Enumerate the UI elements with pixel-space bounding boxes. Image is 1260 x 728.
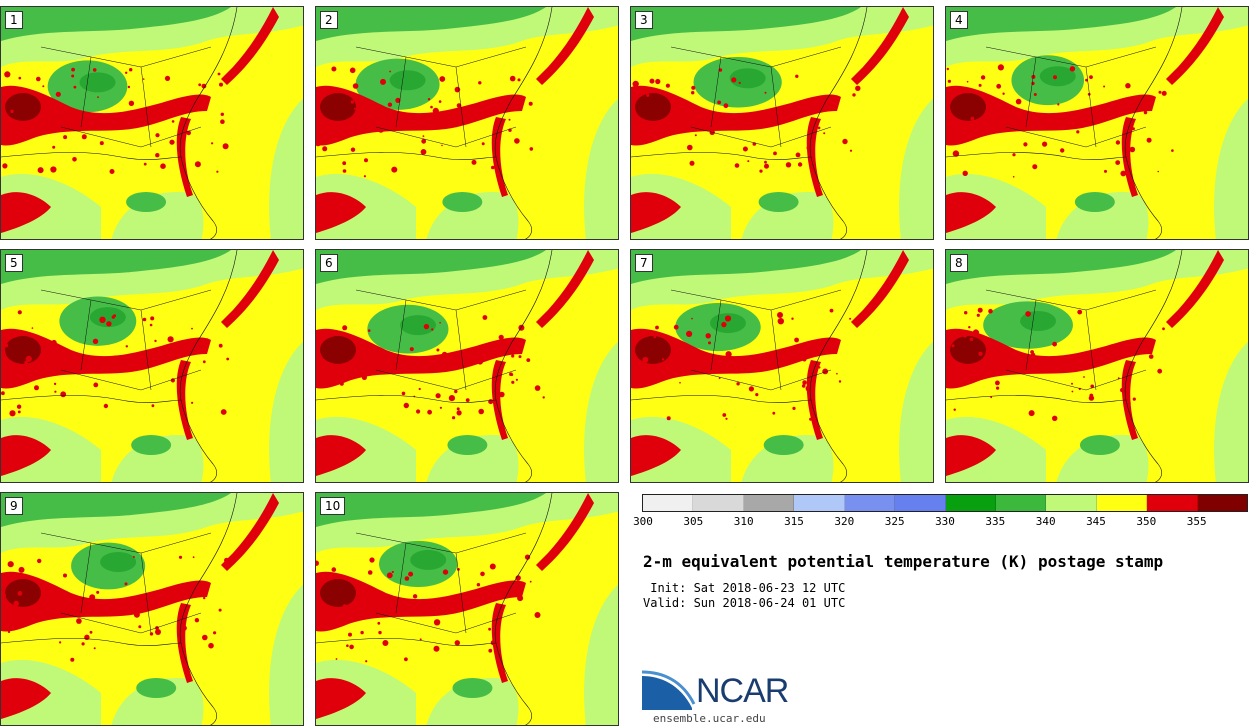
colorbar: 300 305 310 315 320 325 330 335 340 345 350 355	[633, 494, 1248, 534]
member-label: 3	[635, 11, 653, 29]
member-label: 6	[320, 254, 338, 272]
colorbar-tick-label: 300	[633, 515, 653, 528]
colorbar-swatch	[945, 495, 996, 511]
stamp-panel-6: 6	[315, 249, 619, 483]
stamp-panel-9: 9	[0, 492, 304, 726]
thetae-map	[631, 250, 933, 482]
colorbar-tick-label: 325	[884, 515, 905, 528]
thetae-map	[631, 7, 933, 239]
colorbar-swatch	[844, 495, 896, 511]
member-label: 7	[635, 254, 653, 272]
colorbar-swatch	[743, 495, 795, 511]
thetae-map	[316, 493, 618, 725]
colorbar-tick-label: 355	[1186, 515, 1207, 528]
thetae-map	[946, 7, 1248, 239]
colorbar-swatch	[895, 495, 946, 511]
stamp-panel-4: 4	[945, 6, 1249, 240]
colorbar-swatch	[1046, 495, 1097, 511]
stamp-panel-7: 7	[630, 249, 934, 483]
colorbar-tick-label: 345	[1086, 515, 1106, 528]
website-link[interactable]: ensemble.ucar.edu	[653, 712, 766, 725]
colorbar-swatch	[643, 495, 694, 511]
member-label: 2	[320, 11, 338, 29]
colorbar-tick-label: 320	[834, 515, 855, 528]
ncar-logo-text: NCAR	[696, 672, 789, 710]
stamp-panel-5: 5	[0, 249, 304, 483]
member-label: 5	[5, 254, 23, 272]
stamp-panel-2: 2	[315, 6, 619, 240]
init-time: Init: Sat 2018-06-23 12 UTC	[643, 581, 846, 595]
stamp-panel-1: 1	[0, 6, 304, 240]
colorbar-tick-label: 335	[985, 515, 1006, 528]
member-label: 9	[5, 497, 23, 515]
stamp-panel-10: 10	[315, 492, 619, 726]
ncar-swoosh-icon	[641, 670, 696, 710]
plot-title: 2-m equivalent potential temperature (K)…	[643, 552, 1164, 571]
colorbar-tick-label: 340	[1035, 515, 1056, 528]
thetae-map	[946, 250, 1248, 482]
colorbar-swatch	[693, 495, 744, 511]
colorbar-swatch	[1147, 495, 1198, 511]
colorbar-boxes	[642, 494, 1248, 512]
colorbar-tick-label: 310	[733, 515, 754, 528]
valid-time: Valid: Sun 2018-06-24 01 UTC	[643, 596, 846, 610]
thetae-map	[316, 250, 618, 482]
thetae-map	[1, 7, 303, 239]
ncar-logo: NCAR	[641, 670, 802, 712]
colorbar-swatch	[995, 495, 1047, 511]
member-label: 10	[320, 497, 346, 515]
thetae-map	[1, 250, 303, 482]
colorbar-tick-label: 330	[935, 515, 955, 528]
thetae-map	[316, 7, 618, 239]
colorbar-tick-label: 305	[683, 515, 704, 528]
stamp-panel-8: 8	[945, 249, 1249, 483]
colorbar-swatch	[794, 495, 845, 511]
colorbar-tick-label: 350	[1136, 515, 1157, 528]
colorbar-swatch	[1197, 495, 1248, 511]
member-label: 4	[950, 11, 968, 29]
member-label: 8	[950, 254, 968, 272]
thetae-map	[1, 493, 303, 725]
stamp-panel-3: 3	[630, 6, 934, 240]
colorbar-tick-label: 315	[784, 515, 804, 528]
colorbar-swatch	[1096, 495, 1148, 511]
member-label: 1	[5, 11, 23, 29]
